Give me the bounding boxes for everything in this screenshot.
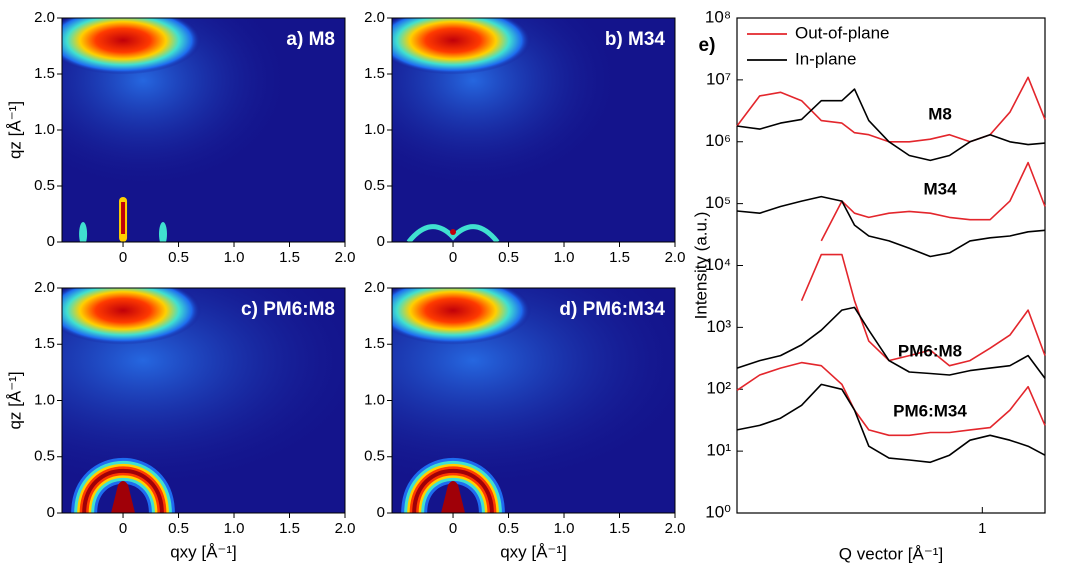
x-tick-label: 2.0 [665, 520, 686, 537]
x-tick-label: 1.5 [279, 520, 300, 537]
x-tick-label: 2.0 [335, 249, 356, 266]
data-line [736, 76, 1046, 143]
data-line [820, 161, 1046, 242]
scatter-spot [158, 222, 167, 242]
panel-title: d) PM6:M34 [559, 299, 665, 320]
y-tick-label: 10³ [706, 317, 731, 336]
x-tick-label: 1.5 [279, 249, 300, 266]
y-tick-label: 10² [706, 379, 731, 398]
data-line [736, 306, 1046, 379]
detector-image [62, 288, 345, 513]
y-axis-label: qz [Å⁻¹] [5, 101, 24, 159]
x-tick-label: 2.0 [335, 520, 356, 537]
y-tick-label: 1.5 [364, 335, 385, 352]
y-tick-label: 1.0 [364, 391, 385, 408]
legend-label: Out-of-plane [795, 23, 890, 42]
panel-title: c) PM6:M8 [241, 299, 335, 320]
x-tick-label: 0 [449, 249, 457, 266]
y-tick-label: 0 [47, 504, 55, 521]
y-tick-label: 2.0 [34, 9, 55, 26]
x-tick-label: 0.5 [168, 520, 189, 537]
scatter-spike [121, 202, 126, 234]
x-tick-label: 1.0 [554, 249, 575, 266]
x-axis-label: Q vector [Å⁻¹] [839, 544, 943, 563]
x-axis-label: qxy [Å⁻¹] [500, 542, 567, 561]
scatter-stem [111, 480, 136, 513]
x-tick-label: 0 [449, 520, 457, 537]
y-tick-label: 1.0 [34, 121, 55, 138]
y-tick-label: 2.0 [364, 9, 385, 26]
curve-label: M34 [923, 179, 957, 198]
scatter-ring [82, 468, 164, 513]
data-line [736, 383, 1046, 464]
scatter-peak [392, 18, 532, 75]
data-line [736, 195, 1046, 258]
x-tick-label: 0 [119, 520, 127, 537]
y-axis-label: qz [Å⁻¹] [5, 371, 24, 429]
y-tick-label: 0 [47, 233, 55, 250]
panel-title: e) [699, 35, 716, 56]
panel-title: a) M8 [286, 29, 335, 50]
y-tick-label: 2.0 [364, 279, 385, 296]
data-line [800, 253, 1046, 367]
y-tick-label: 1.5 [364, 65, 385, 82]
curve-label: PM6:M8 [898, 341, 962, 360]
detector-image [62, 18, 345, 242]
x-tick-label: 0 [119, 249, 127, 266]
scatter-spot [450, 229, 457, 235]
x-axis-label: qxy [Å⁻¹] [170, 542, 237, 561]
y-tick-label: 10⁶ [705, 131, 731, 150]
y-tick-label: 0 [377, 504, 385, 521]
x-tick-label: 1.5 [609, 249, 630, 266]
y-tick-label: 1.5 [34, 65, 55, 82]
legend-label: In-plane [795, 49, 856, 68]
x-tick-label: 0.5 [498, 249, 519, 266]
scatter-peak [62, 18, 202, 75]
y-tick-label: 10⁷ [706, 69, 731, 88]
y-tick-label: 10⁴ [705, 255, 731, 274]
detector-image [392, 288, 675, 513]
scatter-ring [412, 468, 494, 513]
y-tick-label: 0 [377, 233, 385, 250]
y-tick-label: 10⁰ [705, 502, 731, 521]
x-tick-label: 1.5 [609, 520, 630, 537]
data-line [736, 361, 1046, 437]
x-tick-label: 0.5 [498, 520, 519, 537]
y-tick-label: 0.5 [364, 448, 385, 465]
x-tick-label: 0.5 [168, 249, 189, 266]
y-tick-label: 1.5 [34, 335, 55, 352]
curve-label: PM6:M34 [893, 401, 967, 420]
y-tick-label: 1.0 [34, 391, 55, 408]
y-tick-label: 0.5 [364, 177, 385, 194]
y-axis-label: Intensity (a.u.) [691, 212, 710, 320]
frame [736, 17, 1046, 514]
scatter-arc [406, 224, 500, 242]
x-tick-label: 1.0 [554, 520, 575, 537]
panel-title: b) M34 [605, 29, 666, 50]
y-tick-label: 10⁸ [705, 7, 731, 26]
detector-image [392, 18, 675, 242]
x-tick-label: 1.0 [224, 249, 245, 266]
scatter-peak [392, 288, 532, 345]
y-tick-label: 2.0 [34, 279, 55, 296]
y-tick-label: 0.5 [34, 448, 55, 465]
y-tick-label: 10¹ [706, 441, 731, 460]
x-tick-label: 2.0 [665, 249, 686, 266]
data-line [736, 88, 1046, 162]
scatter-stem [441, 480, 466, 513]
x-tick-label: 1 [978, 520, 986, 537]
scatter-peak [62, 288, 202, 345]
y-tick-label: 0.5 [34, 177, 55, 194]
x-tick-label: 1.0 [224, 520, 245, 537]
y-tick-label: 10⁵ [705, 193, 731, 212]
curve-label: M8 [928, 104, 952, 123]
y-tick-label: 1.0 [364, 121, 385, 138]
scatter-spot [79, 222, 88, 242]
